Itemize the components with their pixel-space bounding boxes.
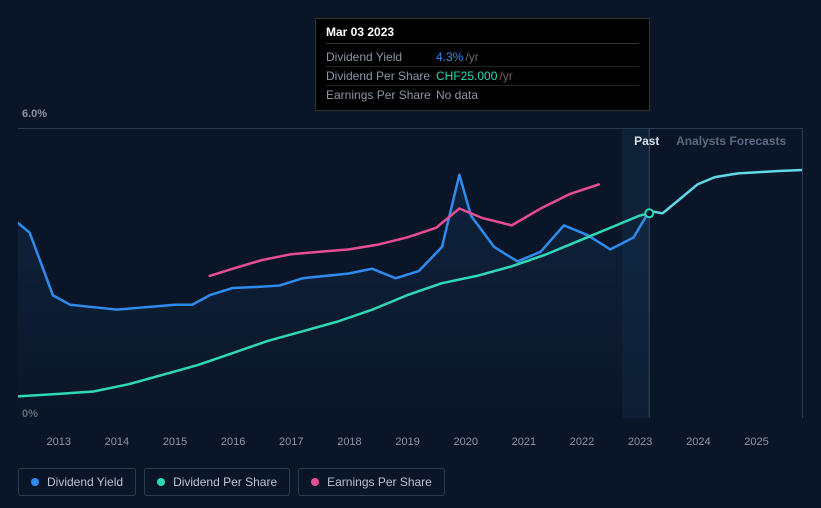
tooltip-row-label: Earnings Per Share [326, 88, 436, 102]
x-tick: 2024 [686, 436, 710, 448]
x-tick: 2016 [221, 436, 245, 448]
tooltip-row: Dividend Per ShareCHF25.000 /yr [326, 67, 639, 86]
legend-label: Dividend Yield [47, 475, 123, 489]
legend-item[interactable]: Earnings Per Share [298, 468, 445, 496]
tooltip-row-label: Dividend Yield [326, 50, 436, 64]
forecast-label: Analysts Forecasts [676, 134, 786, 148]
tooltip-row-unit: /yr [465, 50, 478, 64]
y-axis-max: 6.0% [22, 108, 47, 120]
x-tick: 2018 [337, 436, 361, 448]
legend-dot-icon [157, 478, 165, 486]
tooltip-row-value: No data [436, 88, 478, 102]
plot-area[interactable] [18, 128, 803, 418]
x-tick: 2017 [279, 436, 303, 448]
dividend-chart: 6.0% 0% Past Analysts Forecasts 20132014… [18, 110, 803, 430]
x-tick: 2022 [570, 436, 594, 448]
past-label: Past [634, 134, 659, 148]
x-tick: 2021 [512, 436, 536, 448]
tooltip-row-unit: /yr [499, 69, 512, 83]
legend-label: Dividend Per Share [173, 475, 277, 489]
x-tick: 2019 [395, 436, 419, 448]
tooltip-row: Dividend Yield4.3% /yr [326, 48, 639, 67]
tooltip-row: Earnings Per ShareNo data [326, 86, 639, 104]
x-tick: 2013 [46, 436, 70, 448]
chart-tooltip: Mar 03 2023 Dividend Yield4.3% /yrDivide… [315, 18, 650, 111]
legend-dot-icon [31, 478, 39, 486]
tooltip-row-value: CHF25.000 [436, 69, 497, 83]
x-tick: 2015 [163, 436, 187, 448]
legend-item[interactable]: Dividend Per Share [144, 468, 290, 496]
x-tick: 2023 [628, 436, 652, 448]
x-axis: 2013 2014 2015 2016 2017 2018 2019 2020 2021 2022… [18, 436, 803, 452]
x-tick: 2025 [744, 436, 768, 448]
legend-item[interactable]: Dividend Yield [18, 468, 136, 496]
legend-label: Earnings Per Share [327, 475, 432, 489]
tooltip-row-label: Dividend Per Share [326, 69, 436, 83]
legend: Dividend Yield Dividend Per Share Earnings… [18, 468, 445, 496]
x-tick: 2014 [105, 436, 129, 448]
x-tick: 2020 [453, 436, 477, 448]
tooltip-date: Mar 03 2023 [326, 25, 639, 44]
legend-dot-icon [311, 478, 319, 486]
tooltip-row-value: 4.3% [436, 50, 463, 64]
